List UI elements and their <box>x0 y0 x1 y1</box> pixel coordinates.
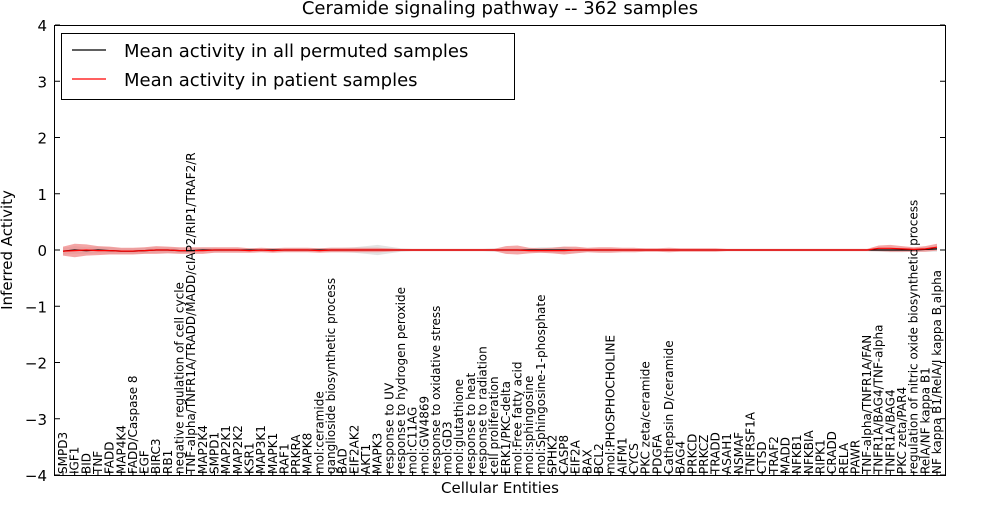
y-tick-label: −3 <box>25 411 47 429</box>
x-tick-label: BAX <box>580 449 594 474</box>
x-tick-label: response to hydrogen peroxide <box>394 287 408 474</box>
x-tick-label: MAP2K1 <box>219 425 233 474</box>
x-tick-label: TRAF2 <box>767 436 781 475</box>
legend-frame <box>61 33 515 100</box>
y-tick-label: −1 <box>25 298 47 316</box>
x-tick-label: TNF-alpha/TNFR1A/FAN <box>860 335 874 475</box>
x-tick-label: MAPK1 <box>266 433 280 474</box>
series-line-1 <box>62 246 938 252</box>
x-tick-label: mol:GW4869 <box>417 396 431 474</box>
x-tick-label: SPHK2 <box>545 435 559 474</box>
x-tick-label: EGF <box>138 450 152 474</box>
chart-title: Ceramide signaling pathway -- 362 sample… <box>302 0 698 19</box>
x-tick-label: MAPK8 <box>301 433 315 474</box>
x-tick-label: response to radiation <box>476 346 490 474</box>
x-tick-label: PDGFA <box>650 433 664 474</box>
legend-label-permuted: Mean activity in all permuted samples <box>124 41 468 62</box>
x-tick-label: AIFM1 <box>615 437 629 474</box>
x-tick-label: IGF1 <box>68 447 82 474</box>
x-tick-label: PKC zeta/ceramide <box>639 361 653 474</box>
x-tick-label: MADD <box>779 437 793 474</box>
y-tick-label: −2 <box>25 355 47 373</box>
x-tick-label: TNFR1A/BAG4 <box>883 389 897 475</box>
x-tick-label: PAWR <box>848 440 862 474</box>
x-tick-label: mol:C11AG <box>406 407 420 474</box>
y-tick-label: 3 <box>37 73 47 91</box>
x-tick-label: KSR1 <box>243 443 257 474</box>
x-tick-label: PRKCZ <box>697 435 711 474</box>
x-tick-label: CTSD <box>755 441 769 474</box>
x-tick-label: Cathepsin D/ceramide <box>662 340 676 474</box>
x-tick-label: TNF <box>91 451 105 475</box>
x-axis-label: Cellular Entities <box>441 479 559 497</box>
x-tick-label: ganglioside biosynthetic process <box>324 278 338 474</box>
x-tick-label: mol:Free fatty acid <box>511 362 525 475</box>
x-tick-label: ERK1/PKC-delta <box>499 381 513 474</box>
x-tick-label: FADD <box>103 442 117 475</box>
x-tick-label: SMPD1 <box>208 432 222 474</box>
x-tick-label: PRKCD <box>685 434 699 474</box>
y-tick-label: −4 <box>25 467 47 485</box>
x-tick-label: BCL2 <box>592 443 606 474</box>
x-tick-label: NFKB1 <box>790 434 804 474</box>
x-tick-label: RB1 <box>161 450 175 474</box>
x-tick-label: BID <box>79 453 93 474</box>
x-tick-label: RELA <box>837 442 851 474</box>
x-tick-label: response to oxidative stress <box>429 306 443 474</box>
x-tick-label: CRADD <box>825 431 839 474</box>
x-tick-label: TNFR1A/BAG4/TNF-alpha <box>872 325 886 475</box>
x-tick-label: EIF2A <box>569 439 583 474</box>
x-tick-label: mol:GD3 <box>441 421 455 474</box>
x-tick-label: BAG4 <box>674 441 688 474</box>
x-tick-label: TNF-alpha/TNFR1A/TRADD/MADD/cIAP2/RIP1/T… <box>184 152 198 475</box>
x-tick-label: response to UV <box>382 382 396 474</box>
legend-label-patient: Mean activity in patient samples <box>124 70 418 91</box>
x-tick-label: mol:ceramide <box>312 391 326 474</box>
x-tick-label: PKC zeta/PAR4 <box>895 387 909 474</box>
x-tick-label: cell proliferation <box>487 376 501 474</box>
x-tick-label: CYCS <box>627 443 641 474</box>
x-tick-label: NF kappa B1/RelA/I kappa B alpha <box>930 270 944 474</box>
x-tick-label: RAF1 <box>277 443 291 474</box>
y-tick-label: 4 <box>37 17 47 35</box>
x-tick-label: FADD/Caspase 8 <box>126 375 140 474</box>
x-tick-label: PRKRA <box>289 434 303 474</box>
x-tick-label: NSMAF <box>732 432 746 474</box>
plot-frame <box>54 25 946 476</box>
x-tick-label: ASAH1 <box>720 433 734 474</box>
x-tick-label: MAPK3 <box>371 433 385 474</box>
x-tick-label: regulation of nitric oxide biosynthetic … <box>907 200 921 474</box>
x-tick-label: BIRC3 <box>149 438 163 474</box>
x-tick-label: TRADD <box>709 432 723 475</box>
x-tick-label: mol:glutathione <box>452 379 466 474</box>
x-tick-label: AKT1 <box>359 444 373 474</box>
x-tick-label: mol:sphingosine <box>522 376 536 474</box>
x-tick-label: mol:Sphingosine-1-phosphate <box>534 295 548 475</box>
x-tick-label: MAP4K4 <box>114 425 128 474</box>
x-tick-label: MAP2K2 <box>231 425 245 474</box>
x-tick-label: NFKBIA <box>802 429 816 474</box>
y-tick-label: 1 <box>37 186 47 204</box>
x-tick-label: RIPK1 <box>814 439 828 474</box>
x-tick-label: MAP2K4 <box>196 425 210 474</box>
legend: Mean activity in all permuted samples Me… <box>61 33 515 100</box>
x-tick-label: response to heat <box>464 372 478 474</box>
x-tick-label: EIF2AK2 <box>347 425 361 474</box>
x-tick-label: negative regulation of cell cycle <box>173 282 187 474</box>
x-tick-label: BAD <box>336 448 350 474</box>
x-tick-label: SMPD3 <box>56 432 70 474</box>
x-tick-label: mol:PHOSPHOCHOLINE <box>604 335 618 474</box>
y-tick-label: 2 <box>37 130 47 148</box>
x-tick-label: TNFRSF1A <box>744 411 758 475</box>
x-tick-label: RelA/NF kappa B1 <box>918 367 932 474</box>
x-tick-label: MAP3K1 <box>254 425 268 474</box>
y-tick-label: 0 <box>37 242 47 260</box>
y-axis-label: Inferred Activity <box>0 190 16 310</box>
x-tick-label: CASP8 <box>557 435 571 474</box>
